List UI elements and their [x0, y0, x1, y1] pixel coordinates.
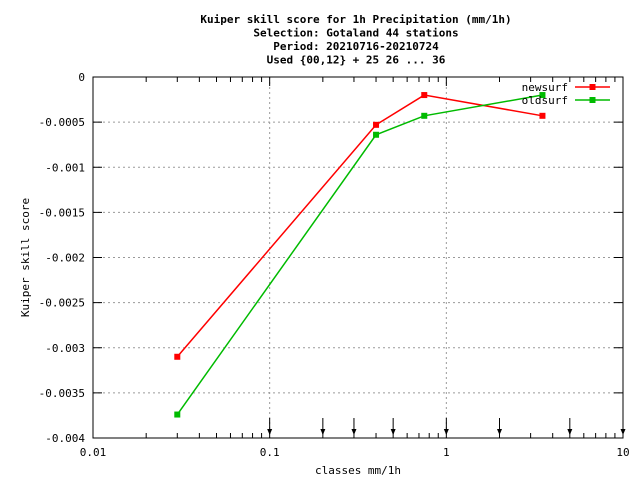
x-tick-label: 1 [443, 446, 450, 459]
chart-title-line: Selection: Gotaland 44 stations [253, 27, 458, 40]
x-tick-label: 0.01 [80, 446, 107, 459]
class-marker-arrowhead [351, 429, 357, 435]
chart-title-line: Used {00,12} + 25 26 ... 36 [267, 54, 446, 67]
legend-label: oldsurf [522, 94, 568, 107]
data-point-newsurf [421, 92, 428, 99]
y-tick-label: 0 [78, 71, 85, 84]
x-axis-label: classes mm/1h [315, 464, 401, 477]
data-point-oldsurf [539, 92, 546, 99]
legend-label: newsurf [522, 81, 568, 94]
y-tick-label: -0.0005 [39, 116, 85, 129]
x-axis: 0.01 0.1 1 10 [80, 77, 630, 459]
legend-marker-oldsurf [589, 97, 596, 103]
y-tick-label: -0.0025 [39, 297, 85, 310]
legend-marker-newsurf [589, 84, 596, 90]
class-marker-arrowhead [567, 429, 573, 435]
y-tick-label: -0.004 [45, 432, 85, 445]
y-tick-label: -0.003 [45, 342, 85, 355]
x-tick-label: 10 [616, 446, 629, 459]
y-tick-label: -0.0035 [39, 387, 85, 400]
chart-title-line: Kuiper skill score for 1h Precipitation … [200, 13, 511, 26]
grid-lines [93, 77, 623, 438]
data-point-newsurf [539, 112, 546, 119]
y-axis: 0 -0.0005 -0.001 -0.0015 -0.002 -0.0025 -0.003… [39, 71, 623, 445]
data-point-newsurf [373, 121, 380, 128]
series-line-oldsurf [176, 94, 543, 415]
y-axis-label: Kuiper skill score [19, 198, 32, 317]
x-tick-label: 0.1 [260, 446, 280, 459]
data-point-oldsurf [421, 112, 428, 119]
class-marker-arrowhead [497, 429, 503, 435]
data-point-oldsurf [174, 411, 181, 418]
y-tick-label: -0.0015 [39, 206, 85, 219]
class-marker-arrowhead [390, 429, 396, 435]
data-point-oldsurf [373, 131, 380, 138]
y-tick-label: -0.002 [45, 252, 85, 265]
class-marker-arrowhead [320, 429, 326, 435]
series-line-newsurf [176, 94, 543, 358]
y-tick-label: -0.001 [45, 161, 85, 174]
chart-title-line: Period: 20210716-20210724 [273, 40, 439, 53]
chart-title: Kuiper skill score for 1h Precipitation … [200, 13, 511, 67]
data-point-newsurf [174, 353, 181, 360]
data-series [174, 92, 546, 418]
